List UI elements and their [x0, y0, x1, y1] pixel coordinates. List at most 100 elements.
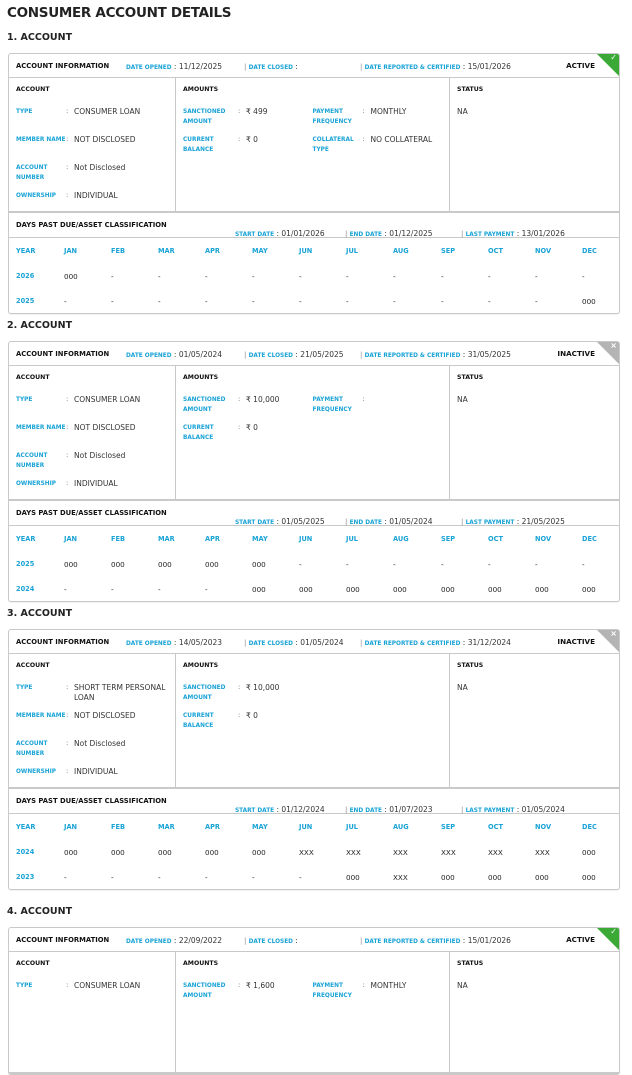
separator: | — [360, 351, 365, 359]
date-reported-item: | DATE REPORTED & CERTIFIED : 15/01/2026 — [360, 62, 511, 71]
colon: : — [293, 350, 301, 359]
account-body: ACCOUNT TYPE: SHORT TERM PERSONAL LOAN MEMB… — [9, 654, 619, 789]
dpd-value: - — [299, 873, 302, 882]
status-column: STATUS NA — [450, 78, 619, 211]
colon: : — [293, 638, 301, 647]
date-opened-label: DATE OPENED — [126, 353, 172, 359]
dpd-row: 2025 000 000 000 000 000 - - - - - - - — [9, 551, 619, 576]
dpd-value: - — [111, 873, 114, 882]
status-column-title: STATUS — [457, 960, 484, 967]
amounts-grid: SANCTIONED AMOUNT: ₹ 499 CURRENT BALANCE: ₹… — [183, 107, 442, 163]
dpd-value: 000 — [158, 848, 172, 857]
amounts-left: SANCTIONED AMOUNT: ₹ 10,000 CURRENT BALANC… — [183, 683, 313, 739]
dpd-value: - — [64, 873, 67, 882]
sanctioned-amount-field-value: ₹ 1,600 — [246, 981, 275, 990]
status-badge: ACTIVE — [566, 61, 595, 70]
month-header: OCT — [488, 823, 503, 831]
date-reported-item: | DATE REPORTED & CERTIFIED : 31/12/2024 — [360, 638, 511, 647]
dpd-value: 000 — [582, 585, 596, 594]
dpd-value: 000 — [111, 560, 125, 569]
current-balance-field-value: ₹ 0 — [246, 423, 258, 432]
dpd-year: 2025 — [16, 560, 35, 568]
dpd-value: - — [205, 873, 208, 882]
account-card: ACCOUNT INFORMATION DATE OPENED : 22/09/2… — [8, 927, 620, 1075]
account-info-title: ACCOUNT INFORMATION — [16, 350, 110, 358]
account-number-field: ACCOUNT NUMBER: Not Disclosed — [16, 451, 168, 471]
current-balance-field-value: ₹ 0 — [246, 711, 258, 720]
member-name-field-colon: : — [66, 135, 69, 143]
dpd-value: - — [205, 272, 208, 281]
dpd-value: - — [393, 560, 396, 569]
sanctioned-amount-field-colon: : — [238, 683, 241, 691]
account-section: 4. ACCOUNT ACCOUNT INFORMATION DATE OPENED… — [7, 906, 620, 1075]
account-column-title: ACCOUNT — [16, 374, 50, 381]
account-column: ACCOUNT TYPE: CONSUMER LOAN MEMBER NAME: NOT… — [9, 78, 177, 211]
member-name-field: MEMBER NAME: NOT DISCLOSED — [16, 423, 168, 443]
member-name-field-value: NOT DISCLOSED — [74, 423, 136, 432]
amounts-column: AMOUNTS SANCTIONED AMOUNT: ₹ 10,000 CURRENT… — [176, 366, 451, 499]
dpd-header-row: YEAR JAN FEB MAR APR MAY JUN JUL AUG SEP OCT NOV DEC — [9, 814, 619, 839]
last-payment-item: | LAST PAYMENT : 01/05/2024 — [461, 797, 565, 816]
end-date-value: 01/07/2023 — [389, 805, 433, 814]
check-icon: ✓ — [610, 927, 617, 936]
year-header: YEAR — [16, 247, 36, 255]
status-column: STATUS NA — [450, 654, 619, 787]
last-payment-label: LAST PAYMENT — [465, 808, 515, 814]
separator: | — [244, 639, 249, 647]
member-name-field-label: MEMBER NAME — [16, 713, 66, 719]
separator: | — [360, 63, 365, 71]
month-header: FEB — [111, 823, 126, 831]
dpd-value: 000 — [205, 560, 219, 569]
collateral-type-field-colon: : — [362, 135, 365, 143]
sanctioned-amount-field-label: SANCTIONED AMOUNT — [183, 109, 226, 125]
month-header: MAR — [158, 535, 175, 543]
account-section-title: 1. ACCOUNT — [7, 32, 73, 43]
dpd-value: 000 — [488, 585, 502, 594]
sanctioned-amount-field-label: SANCTIONED AMOUNT — [183, 685, 226, 701]
start-date-label: START DATE — [235, 520, 275, 526]
dpd-value: - — [299, 272, 302, 281]
dpd-value: 000 — [582, 873, 596, 882]
dpd-value: 000 — [346, 873, 360, 882]
colon: : — [460, 62, 468, 71]
current-balance-field: CURRENT BALANCE: ₹ 0 — [183, 135, 313, 155]
dpd-value: XXX — [535, 848, 550, 857]
dpd-value: XXX — [346, 848, 361, 857]
dpd-value: - — [346, 560, 349, 569]
year-header: YEAR — [16, 823, 36, 831]
dpd-value: - — [441, 297, 444, 306]
dpd-value: - — [252, 297, 255, 306]
colon: : — [460, 638, 468, 647]
ownership-field-value: INDIVIDUAL — [74, 767, 118, 776]
type-field-label: TYPE — [16, 397, 33, 403]
payment-frequency-field-colon: : — [362, 981, 365, 989]
dpd-value: 000 — [582, 297, 596, 306]
collateral-type-field-label: COLLATERAL TYPE — [312, 137, 354, 153]
start-date-item: START DATE : 01/12/2024 — [235, 797, 325, 816]
colon: : — [171, 350, 179, 359]
amounts-column-title: AMOUNTS — [183, 662, 219, 669]
month-header: JUL — [346, 535, 359, 543]
ownership-field: OWNERSHIP: INDIVIDUAL — [16, 191, 168, 201]
type-field-value: SHORT TERM PERSONAL LOAN — [74, 683, 166, 702]
end-date-label: END DATE — [349, 808, 382, 814]
sanctioned-amount-field: SANCTIONED AMOUNT: ₹ 499 — [183, 107, 313, 127]
account-body: ACCOUNT TYPE: CONSUMER LOAN MEMBER NAME: NOT… — [9, 366, 619, 501]
colon: : — [460, 350, 468, 359]
status-value: NA — [457, 395, 468, 404]
amounts-right: PAYMENT FREQUENCY: — [313, 395, 443, 451]
current-balance-field-label: CURRENT BALANCE — [183, 713, 214, 729]
dpd-value: 000 — [299, 585, 313, 594]
colon: : — [293, 62, 298, 71]
dpd-value: XXX — [488, 848, 503, 857]
dpd-year: 2025 — [16, 297, 35, 305]
account-number-field: ACCOUNT NUMBER: Not Disclosed — [16, 163, 168, 183]
sanctioned-amount-field-colon: : — [238, 981, 241, 989]
end-date-value: 01/12/2025 — [389, 229, 433, 238]
last-payment-value: 21/05/2025 — [521, 517, 565, 526]
dpd-value: - — [64, 585, 67, 594]
status-corner — [597, 630, 619, 652]
dpd-header: DAYS PAST DUE/ASSET CLASSIFICATION START … — [9, 213, 619, 238]
account-body: ACCOUNT TYPE: CONSUMER LOAN AMOUNTS SANCTION… — [9, 952, 619, 1074]
dpd-value: 000 — [252, 848, 266, 857]
